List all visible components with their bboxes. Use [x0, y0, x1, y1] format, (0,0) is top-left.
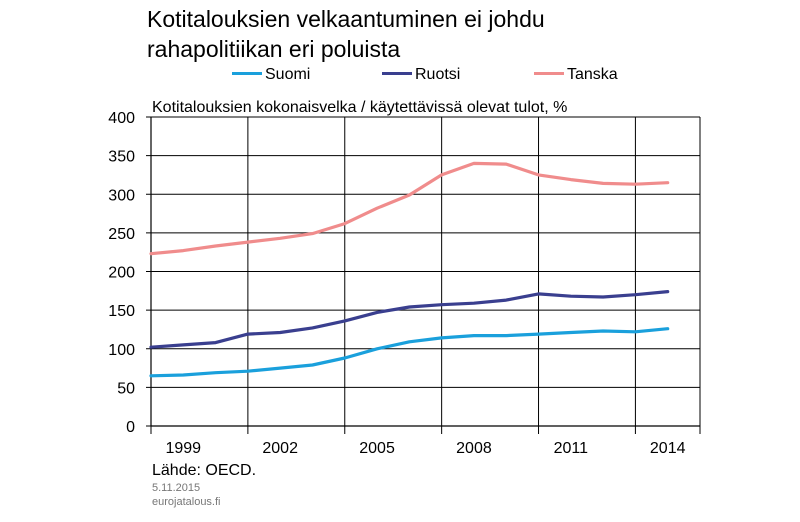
site-name: eurojatalous.fi — [152, 496, 221, 508]
x-tick-label: 2008 — [456, 440, 492, 457]
legend-label-suomi: Suomi — [265, 66, 311, 83]
x-tick-label: 2005 — [359, 440, 395, 457]
y-tick-label: 100 — [108, 342, 135, 359]
y-tick-label: 50 — [117, 380, 135, 397]
source-note: Lähde: OECD. — [152, 462, 257, 479]
x-tick-label: 1999 — [165, 440, 201, 457]
legend-item-suomi: Suomi — [232, 64, 310, 86]
y-tick-label: 400 — [108, 110, 135, 127]
series-line-suomi — [149, 327, 670, 378]
chart-subtitle: Kotitalouksien kokonaisvelka / käytettäv… — [152, 99, 568, 116]
publish-date: 5.11.2015 — [152, 482, 201, 494]
y-tick-label: 250 — [108, 226, 135, 243]
legend-swatch-tanska — [534, 72, 564, 76]
series-line-tanska — [149, 161, 670, 256]
legend-item-ruotsi: Ruotsi — [382, 64, 460, 86]
y-tick-label: 350 — [108, 149, 135, 166]
y-tick-label: 0 — [126, 419, 135, 436]
x-tick-label: 2014 — [650, 440, 686, 457]
y-tick-label: 200 — [108, 265, 135, 282]
legend-label-tanska: Tanska — [567, 66, 618, 83]
chart-title: Kotitalouksien velkaantuminen ei johdu r… — [147, 4, 707, 64]
legend-label-ruotsi: Ruotsi — [415, 66, 461, 83]
chart-title-line-2: rahapolitiikan eri poluista — [147, 36, 401, 62]
x-tick-label: 2002 — [262, 440, 298, 457]
x-tick-label: 2011 — [554, 440, 589, 457]
legend-swatch-suomi — [232, 72, 262, 76]
legend-swatch-ruotsi — [382, 72, 412, 76]
legend-item-tanska: Tanska — [534, 64, 618, 86]
y-tick-label: 300 — [108, 187, 135, 204]
chart-title-line-1: Kotitalouksien velkaantuminen ei johdu — [147, 6, 545, 32]
y-tick-label: 150 — [108, 303, 135, 320]
series-line-ruotsi — [149, 290, 670, 349]
